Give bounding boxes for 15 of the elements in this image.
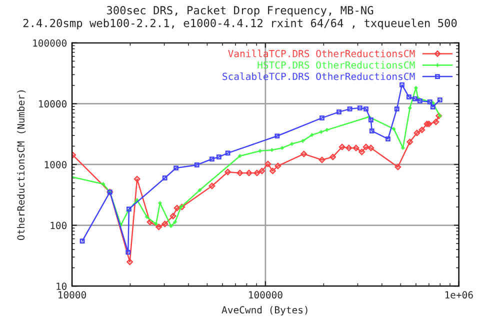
chart-subtitle: 2.4.20smp web100-2.2.1, e1000-4.4.12 rxint 64/64 , txqueuelen 500 [23,18,457,30]
y-tick-label: 10 [56,282,67,290]
y-tick-label: 100 [50,222,67,230]
legend-label: VanillaTCP.DRS OtherReductionsCM [228,50,415,58]
x-tick-label: 10000 [58,291,86,299]
x-axis-title: AveCwnd (Bytes) [222,306,308,316]
chart-title: 300sec DRS, Packet Drop Frequency, MB-NG [106,6,374,17]
legend-label: ScalableTCP.DRS OtherReductionsCM [222,72,415,80]
legend-label: HSTCP.DRS OtherReductionsCM [258,61,415,69]
y-tick-label: 10000 [39,100,67,108]
y-tick-label: 1000 [44,160,67,168]
y-axis-title: OtherReductionsCM (Number) [17,90,26,240]
x-tick-label: 100000 [249,291,282,299]
x-tick-label: 1e+06 [445,291,473,299]
y-tick-label: 100000 [33,39,67,47]
